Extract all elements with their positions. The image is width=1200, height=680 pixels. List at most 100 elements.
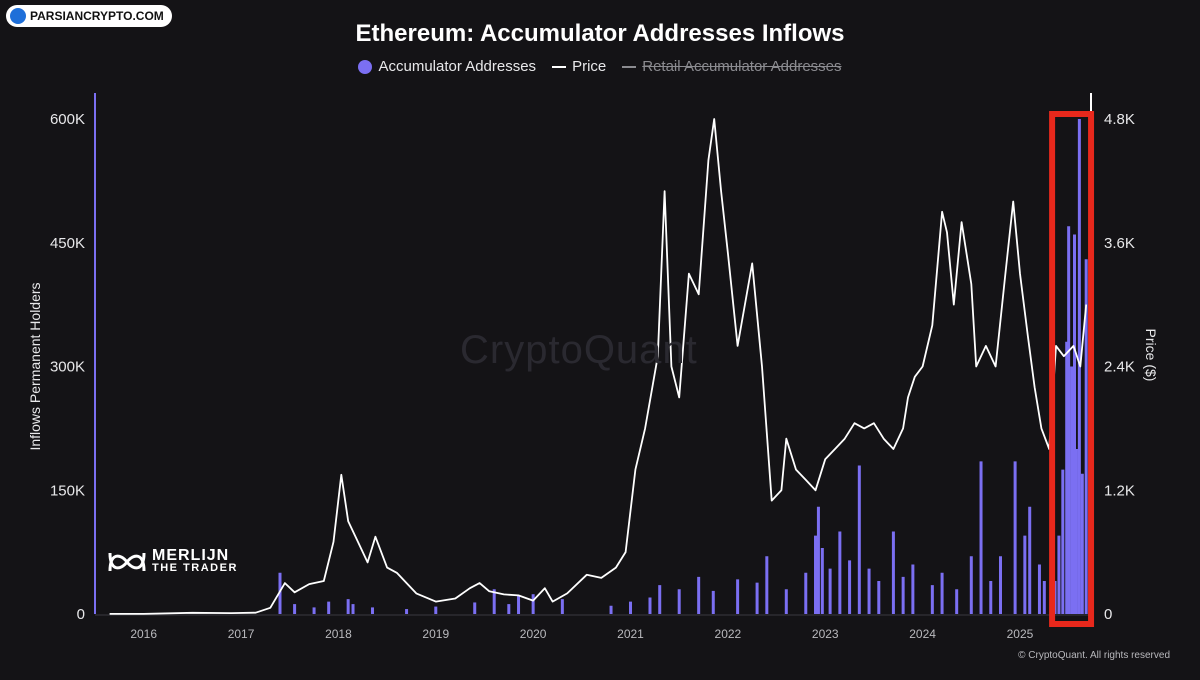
accumulator-bar [370, 607, 374, 614]
accumulator-bar [351, 604, 355, 614]
price-line [109, 118, 1088, 615]
badge-logo-icon [10, 8, 26, 24]
accumulator-bar [312, 607, 316, 614]
site-badge[interactable]: PARSIANCRYPTO.COM [6, 5, 172, 27]
x-tick-label: 2020 [520, 627, 547, 641]
accumulator-bar [820, 548, 824, 614]
accumulator-bar [877, 581, 881, 614]
accumulator-bar [278, 572, 282, 614]
watermark: CryptoQuant [460, 328, 698, 372]
legend-dot-icon [358, 59, 373, 74]
legend-item-retail[interactable]: Retail Accumulator Addresses [622, 58, 842, 75]
accumulator-bar [816, 506, 820, 614]
accumulator-bar [1073, 234, 1077, 614]
accumulator-bar [1067, 226, 1071, 614]
x-tick-label: 2019 [422, 627, 449, 641]
accumulator-bar [911, 564, 915, 614]
accumulator-bar [531, 594, 535, 614]
accumulator-bar [507, 604, 511, 614]
accumulator-bar [473, 602, 477, 614]
left-axis: 0 150K 300K 450K 600K Inflows Permanent Holde… [27, 93, 96, 623]
x-tick-label: 2016 [130, 627, 157, 641]
x-tick-label: 2025 [1007, 627, 1034, 641]
accumulator-bar [784, 589, 788, 614]
accumulator-bar [711, 590, 715, 614]
accumulator-bar [658, 585, 662, 614]
left-axis-label: Inflows Permanent Holders [27, 282, 43, 450]
accumulator-bar [609, 605, 613, 614]
accumulator-bar [979, 461, 983, 614]
accumulator-bar [969, 556, 973, 614]
x-tick-label: 2023 [812, 627, 839, 641]
accumulator-bar [1013, 461, 1017, 614]
accumulator-bar [677, 589, 681, 614]
accumulator-bar [814, 535, 818, 614]
accumulator-bar [492, 589, 496, 614]
legend-label: Accumulator Addresses [378, 58, 537, 75]
x-tick-label: 2018 [325, 627, 352, 641]
right-tick-label: 0 [1104, 606, 1112, 623]
price-series [109, 118, 1088, 615]
chart-title: Ethereum: Accumulator Addresses Inflows [355, 20, 845, 47]
accumulator-bar [1070, 366, 1074, 614]
accumulator-bar [648, 597, 652, 614]
highlight-box [1049, 111, 1095, 627]
x-tick-label: 2024 [909, 627, 936, 641]
accumulator-bar [940, 572, 944, 614]
x-tick-label: 2022 [715, 627, 742, 641]
brand-name: MERLIJN [152, 547, 230, 564]
legend-item-accumulator[interactable]: Accumulator Addresses [358, 58, 536, 75]
accumulator-bar [1061, 469, 1065, 614]
accumulator-bar [1080, 473, 1084, 614]
accumulator-bar [293, 604, 297, 614]
right-tick-label: 1.2K [1104, 482, 1135, 499]
right-tick-label: 2.4K [1104, 359, 1135, 376]
accumulator-bar [804, 572, 808, 614]
left-tick-label: 450K [50, 235, 85, 252]
right-axis: 0 1.2K 2.4K 3.6K 4.8K Price ($) [1090, 93, 1159, 623]
accumulator-bar [755, 582, 759, 614]
accumulator-bar [346, 599, 350, 614]
legend-line-icon [552, 65, 567, 68]
accumulator-bar [891, 531, 895, 614]
accumulator-bar [930, 585, 934, 614]
accumulator-bar [1023, 535, 1027, 614]
legend-item-price[interactable]: Price [552, 58, 606, 75]
x-tick-label: 2021 [617, 627, 644, 641]
accumulator-bar [828, 568, 832, 614]
accumulator-bar [1074, 449, 1078, 614]
x-tick-label: 2017 [228, 627, 255, 641]
accumulator-bar [1057, 535, 1061, 614]
accumulator-bar [901, 576, 905, 614]
accumulator-bar [1028, 506, 1032, 614]
accumulator-bar [857, 465, 861, 614]
accumulator-bar [517, 595, 521, 614]
accumulator-bar [848, 560, 852, 614]
right-tick-label: 3.6K [1104, 235, 1135, 252]
accumulator-bar [736, 579, 740, 614]
legend-label: Retail Accumulator Addresses [642, 58, 842, 75]
right-axis-label: Price ($) [1143, 329, 1159, 382]
accumulator-bar [560, 599, 564, 614]
accumulator-bar [1042, 581, 1046, 614]
legend-line-icon [622, 65, 637, 68]
accumulator-bar [765, 556, 769, 614]
left-tick-label: 150K [50, 482, 85, 499]
brand-logo: MERLIJN THE TRADER [108, 547, 238, 575]
left-tick-label: 600K [50, 111, 85, 128]
accumulator-bar [999, 556, 1003, 614]
left-tick-label: 300K [50, 359, 85, 376]
accumulator-bar [1065, 341, 1069, 614]
accumulator-bar [838, 531, 842, 614]
accumulator-bar [989, 581, 993, 614]
accumulator-bar [434, 606, 438, 614]
right-tick-label: 4.8K [1104, 111, 1135, 128]
accumulator-bar [1037, 564, 1041, 614]
accumulator-bar [629, 601, 633, 614]
legend-label: Price [572, 58, 607, 75]
copyright-footer: © CryptoQuant. All rights reserved [1018, 650, 1170, 661]
chart-legend: Accumulator Addresses Price Retail Accum… [0, 58, 1200, 75]
accumulator-bar [955, 589, 959, 614]
